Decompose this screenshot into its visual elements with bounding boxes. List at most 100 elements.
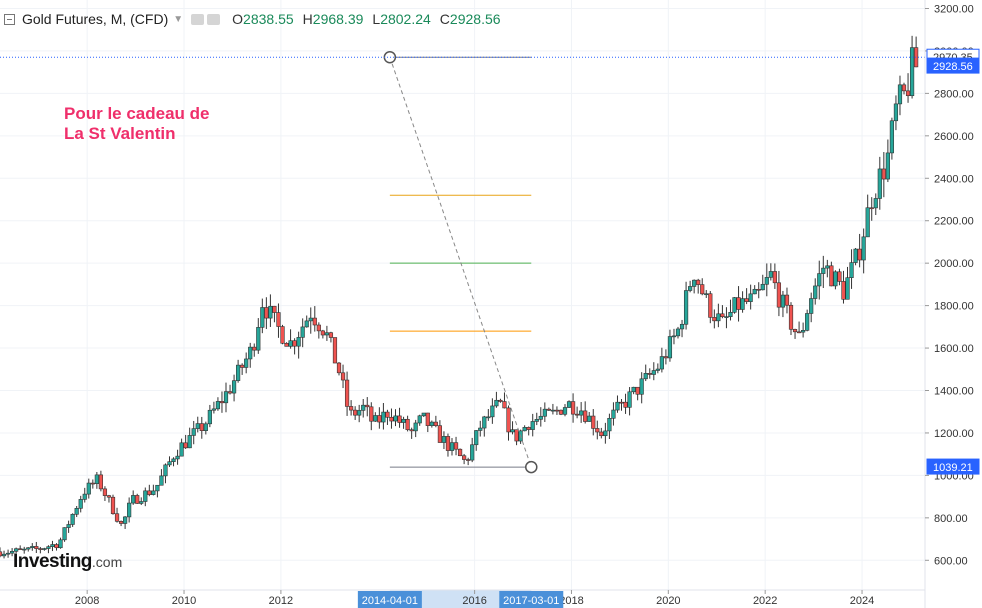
candle-body [760, 283, 765, 291]
time-tick-label: 2022 [753, 595, 777, 607]
candle-body [478, 427, 483, 431]
chevron-down-icon[interactable]: ▼ [173, 13, 184, 25]
candle-body [344, 379, 350, 407]
candle-body [425, 412, 430, 426]
candle-body [10, 551, 15, 554]
candle-body [248, 346, 253, 360]
candle-body [264, 307, 269, 319]
eye-icon[interactable] [191, 13, 205, 25]
candle-body [688, 286, 693, 291]
candle-body [373, 415, 378, 422]
close-label: C [439, 11, 450, 27]
candle-body [542, 408, 547, 417]
price-tick-label: 2400.00 [934, 173, 974, 185]
candle-body [494, 399, 499, 407]
candle-body [748, 293, 753, 302]
low-label: L [372, 11, 381, 27]
candle-body [558, 409, 564, 415]
candle-body [575, 413, 580, 416]
candle-body [764, 277, 769, 285]
logo-suffix: .com [91, 554, 123, 570]
candle-body [365, 404, 370, 408]
candle-body [877, 168, 882, 199]
candle-body [42, 548, 47, 550]
candle-body [817, 273, 822, 287]
candle-body [583, 410, 588, 422]
candle-body [752, 288, 757, 295]
candle-body [901, 84, 907, 92]
candle-body [788, 304, 794, 330]
candle-body [385, 411, 390, 418]
candle-body [312, 317, 317, 326]
candle-body [683, 290, 689, 325]
open-value: 2838.55 [243, 11, 294, 27]
candle-body [187, 435, 192, 449]
candle-body [796, 331, 802, 334]
candle-body [393, 415, 398, 422]
candle-body [58, 539, 63, 549]
candle-body [163, 464, 168, 477]
candle-body [0, 551, 3, 557]
candle-body [147, 490, 152, 495]
candle-body [837, 271, 842, 282]
candle-body [587, 415, 592, 422]
time-tick-label: 2024 [850, 595, 874, 607]
candle-body [26, 547, 31, 550]
collapse-icon[interactable] [4, 13, 15, 25]
candle-body [470, 444, 475, 461]
candle-body [62, 527, 67, 541]
price-axis-bg [925, 0, 982, 608]
candle-body [389, 416, 394, 422]
candle-body [841, 281, 846, 300]
candle-body [316, 324, 321, 332]
candle-body [131, 495, 136, 504]
candle-body [324, 332, 329, 336]
candle-body [663, 356, 669, 359]
candle-body [522, 427, 527, 432]
candle-body [562, 407, 568, 415]
low-value: 2802.24 [380, 11, 431, 27]
candle-body [211, 408, 216, 411]
date-tag-box [499, 591, 564, 608]
price-tag-label: 2928.56 [933, 61, 973, 73]
high-label: H [302, 11, 313, 27]
candle-body [550, 409, 556, 412]
candle-body [296, 337, 301, 347]
candle-body [506, 407, 511, 433]
candle-body [772, 271, 777, 284]
candle-body [252, 346, 257, 351]
candle-body [736, 297, 741, 310]
settings-icon[interactable] [207, 13, 221, 25]
candle-body [671, 335, 677, 338]
candle-body [50, 544, 55, 547]
candle-body [647, 373, 652, 375]
candle-body [607, 418, 612, 432]
time-tick-label: 2016 [462, 595, 486, 607]
candle-body [716, 313, 721, 322]
candle-body [825, 265, 830, 269]
candle-body [881, 168, 886, 180]
symbol-title[interactable]: Gold Futures, M, (CFD) [22, 11, 169, 27]
candle-body [708, 293, 713, 318]
candle-body [768, 271, 773, 278]
price-tick-label: 600.00 [934, 555, 968, 567]
candle-body [203, 423, 208, 432]
candle-body [268, 305, 273, 319]
text-annotation[interactable]: Pour le cadeau de La St Valentin [64, 104, 210, 144]
candle-body [304, 320, 309, 328]
time-tick-label: 2010 [172, 595, 196, 607]
candle-body [280, 326, 285, 344]
candle-body [292, 340, 297, 347]
annotation-line-1: Pour le cadeau de [64, 104, 210, 123]
candle-body [118, 521, 124, 524]
candle-body [756, 288, 761, 291]
price-tag-box [926, 458, 980, 475]
candle-body [369, 406, 374, 422]
candle-body [328, 332, 334, 338]
candle-body [885, 152, 890, 180]
candle-body [18, 548, 23, 551]
time-tick-label: 2012 [269, 595, 293, 607]
candle-body [191, 428, 196, 436]
price-tick-label: 1800.00 [934, 301, 974, 313]
